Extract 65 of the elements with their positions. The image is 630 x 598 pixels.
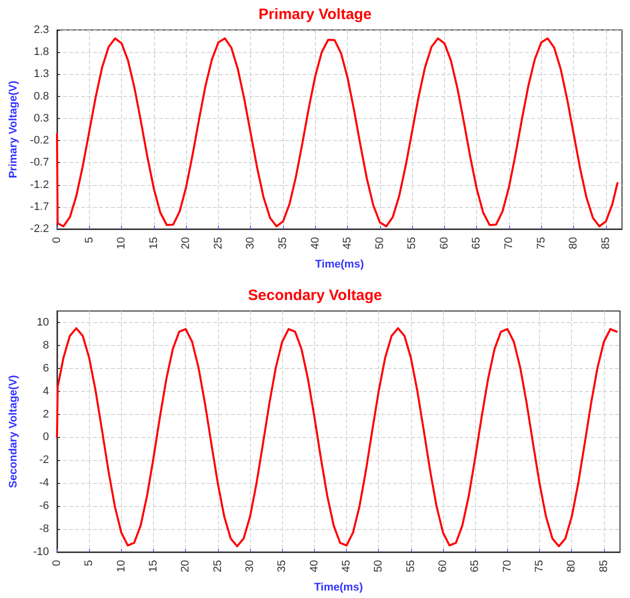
x-tick-label: 60 — [438, 237, 450, 250]
x-tick-label: 55 — [406, 237, 418, 250]
x-tick-label: 35 — [276, 560, 288, 572]
y-tick-label: 0.3 — [34, 112, 49, 124]
x-tick-label: 15 — [148, 560, 160, 572]
x-tick-label: 85 — [600, 237, 612, 250]
x-tick-label: 75 — [535, 237, 548, 250]
x-tick-label: 5 — [83, 237, 96, 244]
x-tick-label: 75 — [534, 560, 546, 572]
x-tick-label: 85 — [598, 560, 610, 572]
x-tick-label: 70 — [501, 560, 514, 572]
x-tick-label: 65 — [470, 237, 483, 250]
x-tick-label: 80 — [568, 237, 580, 250]
chart-title: Primary Voltage — [258, 6, 372, 23]
y-tick-label: 10 — [36, 316, 49, 328]
y-tick-label: -1.2 — [30, 178, 49, 191]
y-tick-label: -2 — [39, 454, 49, 466]
x-tick-label: 10 — [116, 237, 128, 250]
y-tick-label: -4 — [39, 477, 49, 490]
x-tick-label: 45 — [340, 560, 353, 572]
y-tick-label: 8 — [42, 339, 49, 352]
y-axis-title: Secondary Voltage(V) — [8, 374, 20, 488]
y-tick-label: -2.2 — [30, 223, 49, 235]
x-tick-label: 80 — [566, 560, 578, 572]
x-tick-label: 55 — [404, 560, 417, 572]
x-tick-label: 35 — [277, 237, 289, 250]
x-tick-label: 60 — [437, 560, 450, 572]
x-tick-label: 20 — [180, 237, 192, 250]
y-tick-label: 2 — [42, 408, 49, 420]
y-tick-label: 1.8 — [34, 46, 49, 58]
x-tick-label: 30 — [244, 560, 256, 572]
x-tick-label: 70 — [503, 237, 515, 250]
y-tick-label: -0.2 — [30, 134, 49, 147]
x-tick-label: 30 — [244, 237, 257, 250]
x-tick-label: 0 — [51, 237, 63, 244]
x-tick-label: 25 — [212, 237, 224, 250]
x-tick-label: 50 — [372, 560, 385, 572]
x-tick-label: 10 — [115, 560, 128, 572]
y-tick-label: 1.3 — [34, 68, 49, 80]
x-tick-label: 5 — [83, 560, 96, 566]
y-tick-label: -6 — [39, 500, 49, 512]
y-axis-title: Primary Voltage(V) — [8, 80, 20, 178]
x-axis-title: Time(ms) — [315, 258, 364, 270]
x-tick-label: 50 — [374, 237, 386, 250]
y-tick-label: 0 — [42, 431, 49, 444]
chart-title: Secondary Voltage — [248, 287, 382, 304]
y-tick-label: -0.7 — [30, 156, 49, 169]
y-tick-label: -8 — [39, 523, 49, 536]
line-series — [56, 37, 618, 228]
y-tick-label: 4 — [42, 385, 49, 398]
y-tick-label: 0.8 — [34, 90, 49, 102]
x-tick-label: 20 — [180, 560, 192, 572]
x-tick-label: 0 — [51, 560, 63, 566]
line-series — [56, 327, 618, 548]
x-tick-label: 15 — [148, 237, 160, 250]
y-tick-label: 2.3 — [34, 24, 49, 36]
x-tick-label: 65 — [469, 560, 482, 572]
x-tick-label: 40 — [308, 560, 320, 572]
x-tick-label: 40 — [309, 237, 322, 250]
x-axis-title: Time(ms) — [314, 582, 364, 594]
y-tick-label: -1.7 — [30, 200, 49, 213]
y-tick-label: 6 — [42, 362, 49, 374]
y-tick-label: -10 — [33, 546, 49, 558]
x-tick-label: 45 — [342, 237, 354, 250]
x-tick-label: 25 — [212, 560, 224, 572]
